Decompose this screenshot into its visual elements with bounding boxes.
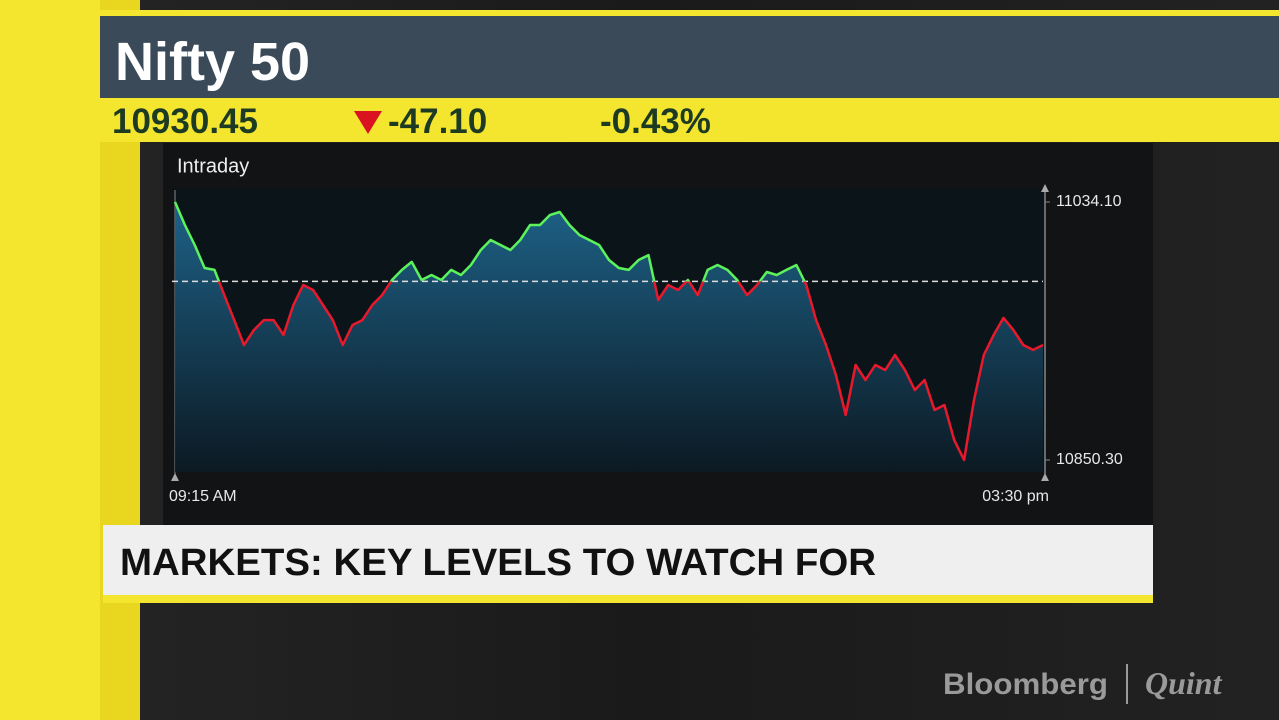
area [175,202,1043,472]
percent: -0.43% [600,102,711,141]
quote-bar [100,98,1279,142]
left-bar [0,0,100,720]
y-tick-label: 11034.10 [1056,193,1122,210]
chart-subtitle: Intraday [177,155,249,177]
title: Nifty 50 [115,32,310,92]
price: 10930.45 [112,102,258,141]
logo-partner: Quint [1145,665,1223,701]
x-tick-label: 03:30 pm [982,488,1049,505]
down-arrow [354,111,382,134]
top-rule [100,10,1279,16]
price-line [173,201,1044,462]
caption-bar [103,525,1153,595]
y-tick-label: 10850.30 [1056,451,1123,468]
title-bar [100,16,1279,98]
chart: 10850.30 11034.10 09:15 AM 03:30 pm [169,193,1123,505]
x-tick-label: 09:15 AM [169,488,237,505]
caption: MARKETS: KEY LEVELS TO WATCH FOR [120,542,876,584]
caption-rule [103,595,1153,603]
change: -47.10 [388,102,487,141]
logo-brand: Bloomberg [943,668,1108,701]
